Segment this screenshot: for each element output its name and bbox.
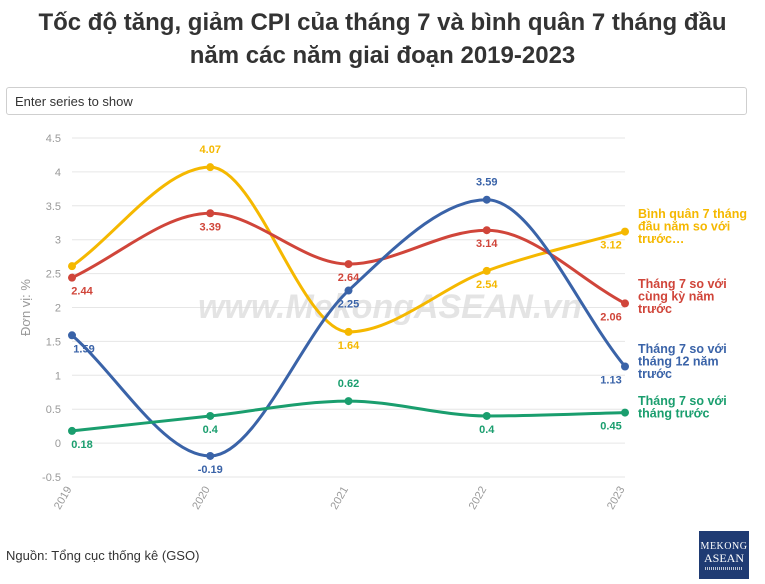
data-label: 0.4 bbox=[203, 424, 219, 436]
data-label: 1.13 bbox=[600, 374, 621, 386]
x-tick-label: 2022 bbox=[467, 485, 490, 512]
y-tick-label: -0.5 bbox=[42, 472, 61, 484]
data-label: 2.25 bbox=[338, 299, 359, 311]
data-point bbox=[482, 195, 491, 204]
data-label: 0.18 bbox=[71, 439, 92, 451]
x-tick-label: 2021 bbox=[328, 485, 351, 512]
y-tick-label: 1 bbox=[55, 370, 61, 382]
series-legend-label: trước… bbox=[638, 232, 684, 246]
watermark: www.MekongASEAN.vn bbox=[198, 288, 582, 326]
logo-line-1: MEKONG bbox=[700, 541, 748, 552]
line-chart: -0.5 0 0.5 1 1.5 2 2.5 3 3.5 4 4.5 2019 2020 2021 2022… bbox=[18, 133, 747, 512]
data-point bbox=[621, 408, 629, 417]
data-label: 4.07 bbox=[200, 144, 221, 156]
series-legend-label: Bình quân 7 tháng bbox=[638, 207, 747, 221]
y-tick-label: 0.5 bbox=[46, 404, 61, 416]
series-legend-label: tháng trước bbox=[638, 407, 709, 421]
data-point bbox=[344, 397, 353, 406]
x-tick-label: 2020 bbox=[190, 485, 213, 512]
data-label: 1.64 bbox=[338, 340, 360, 352]
data-label: 2.44 bbox=[71, 286, 93, 298]
logo-line-2: ASEAN bbox=[703, 551, 744, 565]
data-point bbox=[68, 426, 76, 435]
data-point bbox=[621, 227, 629, 236]
series-legend-label: cùng kỳ năm bbox=[638, 290, 714, 304]
data-label: 0.4 bbox=[479, 424, 495, 436]
data-point bbox=[68, 273, 76, 282]
data-point bbox=[206, 209, 215, 218]
chart-title-line-2: năm các năm giai đoạn 2019-2023 bbox=[189, 42, 576, 69]
chart-title: Tốc độ tăng, giảm CPI của tháng 7 và bìn… bbox=[0, 6, 765, 72]
series-search-input[interactable] bbox=[6, 87, 747, 115]
y-tick-label: 3 bbox=[55, 235, 61, 247]
data-point bbox=[344, 260, 353, 269]
series-legend-label: Tháng 7 so với bbox=[638, 277, 727, 291]
data-label: 3.39 bbox=[200, 221, 221, 233]
data-point bbox=[344, 286, 353, 295]
data-point bbox=[482, 411, 491, 420]
y-tick-label: 1.5 bbox=[46, 336, 61, 348]
data-point bbox=[206, 451, 215, 460]
series-legend-label: trước bbox=[638, 302, 672, 316]
data-label: 2.64 bbox=[338, 272, 360, 284]
data-point bbox=[206, 411, 215, 420]
data-label: 3.59 bbox=[476, 177, 497, 189]
series-line bbox=[71, 198, 627, 458]
series-legend-label: tháng 12 năm bbox=[638, 355, 719, 369]
series-legend-label: Tháng 7 so với bbox=[638, 394, 727, 408]
data-label: 0.45 bbox=[600, 421, 621, 433]
data-label: 2.06 bbox=[600, 311, 621, 323]
y-tick-label: 0 bbox=[55, 438, 61, 450]
y-tick-label: 4 bbox=[55, 167, 61, 179]
data-label: 3.14 bbox=[476, 238, 498, 250]
y-tick-label: 4.5 bbox=[46, 133, 61, 145]
data-point bbox=[482, 226, 491, 235]
data-point bbox=[621, 362, 629, 371]
data-point bbox=[482, 266, 491, 275]
source-note: Nguồn: Tổng cục thống kê (GSO) bbox=[6, 548, 200, 563]
series-legend-label: đầu năm so với bbox=[638, 220, 730, 234]
data-label: 3.12 bbox=[600, 240, 621, 252]
data-point bbox=[344, 327, 353, 336]
data-label: 2.54 bbox=[476, 279, 498, 291]
series-legend-label: Tháng 7 so với bbox=[638, 342, 727, 356]
data-point bbox=[206, 163, 215, 172]
x-tick-label: 2023 bbox=[605, 485, 628, 512]
mekong-asean-logo: MEKONG ASEAN bbox=[699, 531, 749, 579]
data-label: 1.59 bbox=[73, 343, 94, 355]
y-axis-title: Đơn vị: % bbox=[18, 279, 33, 336]
y-tick-label: 2.5 bbox=[46, 269, 61, 281]
data-point bbox=[68, 331, 76, 340]
data-point bbox=[621, 299, 629, 308]
chart-title-line-1: Tốc độ tăng, giảm CPI của tháng 7 và bìn… bbox=[38, 9, 727, 36]
series-line bbox=[71, 165, 626, 334]
data-label: -0.19 bbox=[198, 464, 223, 476]
x-tick-label: 2019 bbox=[52, 485, 75, 512]
data-point bbox=[68, 262, 76, 271]
data-label: 0.62 bbox=[338, 378, 359, 390]
y-tick-label: 2 bbox=[55, 303, 61, 315]
logo-stripe bbox=[705, 567, 743, 570]
y-tick-label: 3.5 bbox=[46, 201, 61, 213]
series-legend-label: trước bbox=[638, 367, 672, 381]
